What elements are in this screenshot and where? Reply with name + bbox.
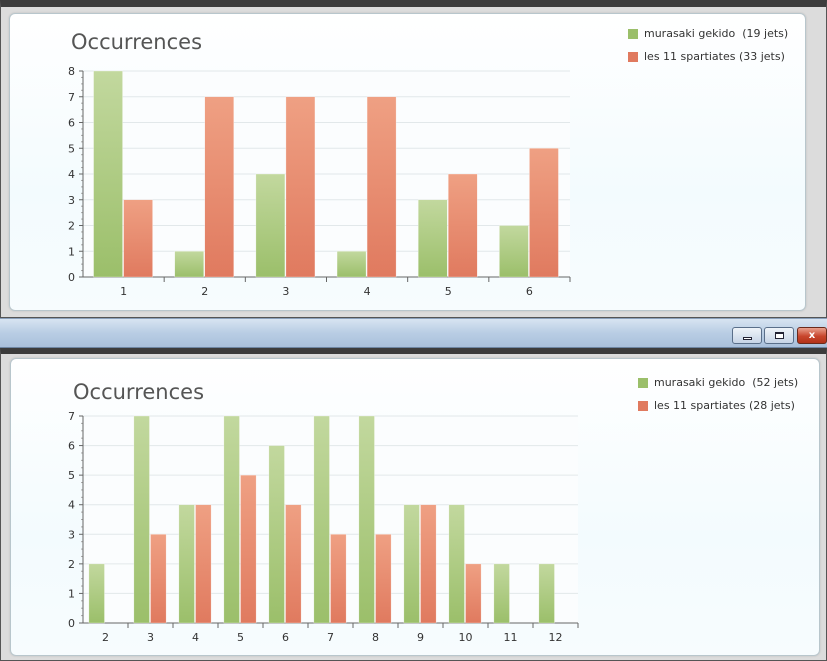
- chart-title-2: Occurrences: [73, 380, 205, 404]
- bar-green: [174, 251, 205, 278]
- x-tick-label: 3: [282, 285, 289, 298]
- y-tick-label: 5: [68, 142, 75, 155]
- legend-swatch-green: [638, 377, 648, 388]
- y-tick-label: 5: [68, 469, 75, 482]
- chart-panel-1: Occurrences murasaki gekido (19 jets) le…: [9, 13, 806, 311]
- legend-label: les 11 spartiates (28 jets): [654, 399, 795, 412]
- y-tick-label: 1: [68, 587, 75, 600]
- legend-item-series2: les 11 spartiates (28 jets): [638, 394, 798, 417]
- y-tick-label: 6: [68, 117, 75, 130]
- bar-red: [285, 96, 316, 278]
- bar-red: [420, 504, 437, 624]
- bar-red: [366, 96, 397, 278]
- bar-red: [448, 173, 478, 278]
- legend-label: les 11 spartiates (33 jets): [644, 50, 785, 63]
- y-tick-label: 4: [68, 499, 75, 512]
- legend-item-series1: murasaki gekido (19 jets): [628, 22, 788, 45]
- minimize-button[interactable]: [732, 327, 762, 344]
- bar-green: [133, 415, 150, 624]
- x-tick-label: 1: [120, 285, 127, 298]
- x-tick-label: 5: [237, 631, 244, 644]
- legend-swatch-red: [628, 51, 638, 62]
- x-tick-label: 11: [504, 631, 518, 644]
- bar-green: [178, 504, 195, 624]
- chart-panel-2: Occurrences murasaki gekido (52 jets) le…: [10, 358, 820, 656]
- bar-chart-1: 0 1 2 3 4 5 6 7 8 1 2 3 4 5 6: [68, 65, 571, 298]
- bar-red: [330, 534, 347, 624]
- bar-green: [358, 415, 375, 624]
- x-tick-label: 2: [102, 631, 109, 644]
- window-title-bar[interactable]: x: [0, 318, 827, 348]
- bar-green: [336, 251, 367, 278]
- bar-green: [448, 504, 465, 624]
- top-window: Occurrences murasaki gekido (19 jets) le…: [0, 0, 827, 318]
- y-tick-label: 4: [68, 168, 75, 181]
- bar-green: [88, 563, 105, 624]
- x-tick-label: 9: [417, 631, 424, 644]
- bar-green: [499, 225, 529, 278]
- y-tick-label: 8: [68, 65, 75, 78]
- bar-red: [195, 504, 212, 624]
- x-tick-label: 5: [445, 285, 452, 298]
- y-tick-label: 0: [68, 617, 75, 630]
- bar-red: [150, 534, 167, 624]
- bar-green: [417, 199, 448, 278]
- y-tick-label: 3: [68, 194, 75, 207]
- legend-1: murasaki gekido (19 jets) les 11 spartia…: [628, 22, 788, 68]
- close-button[interactable]: x: [797, 327, 827, 344]
- legend-2: murasaki gekido (52 jets) les 11 spartia…: [638, 371, 798, 417]
- x-tick-label: 7: [327, 631, 334, 644]
- y-tick-label: 0: [68, 271, 75, 284]
- legend-label: murasaki gekido (52 jets): [654, 376, 799, 389]
- y-tick-label: 7: [68, 410, 75, 423]
- close-icon: x: [808, 330, 816, 341]
- bar-red: [465, 563, 482, 624]
- x-tick-label: 2: [201, 285, 208, 298]
- bar-green: [403, 504, 420, 624]
- bar-green: [268, 445, 285, 624]
- x-tick-label: 3: [147, 631, 154, 644]
- x-tick-label: 6: [282, 631, 289, 644]
- y-tick-label: 6: [68, 440, 75, 453]
- bar-red: [240, 474, 257, 624]
- legend-swatch-green: [628, 28, 638, 39]
- bar-red: [204, 96, 235, 278]
- bar-red: [123, 199, 153, 278]
- x-tick-label: 4: [192, 631, 199, 644]
- bar-green: [538, 563, 555, 624]
- y-tick-label: 2: [68, 558, 75, 571]
- bar-green: [313, 415, 330, 624]
- x-tick-label: 6: [526, 285, 533, 298]
- y-tick-label: 2: [68, 220, 75, 233]
- chart-title-1: Occurrences: [71, 30, 203, 54]
- legend-item-series1: murasaki gekido (52 jets): [638, 371, 798, 394]
- bottom-window: Occurrences murasaki gekido (52 jets) le…: [0, 348, 827, 661]
- bar-red: [285, 504, 302, 624]
- minimize-icon: [742, 337, 752, 340]
- x-tick-label: 10: [459, 631, 473, 644]
- bar-green: [223, 415, 240, 624]
- x-tick-label: 8: [372, 631, 379, 644]
- legend-item-series2: les 11 spartiates (33 jets): [628, 45, 788, 68]
- y-tick-label: 3: [68, 528, 75, 541]
- x-tick-label: 12: [549, 631, 563, 644]
- maximize-icon: [774, 332, 784, 339]
- x-tick-label: 4: [364, 285, 371, 298]
- bar-red: [375, 534, 392, 624]
- bar-red: [529, 148, 559, 278]
- y-tick-label: 7: [68, 91, 75, 104]
- bar-green: [493, 563, 510, 624]
- legend-label: murasaki gekido (19 jets): [644, 27, 789, 40]
- bar-green: [93, 70, 123, 278]
- bar-green: [255, 173, 286, 278]
- maximize-button[interactable]: [764, 327, 794, 344]
- legend-swatch-red: [638, 400, 648, 411]
- y-tick-label: 1: [68, 245, 75, 258]
